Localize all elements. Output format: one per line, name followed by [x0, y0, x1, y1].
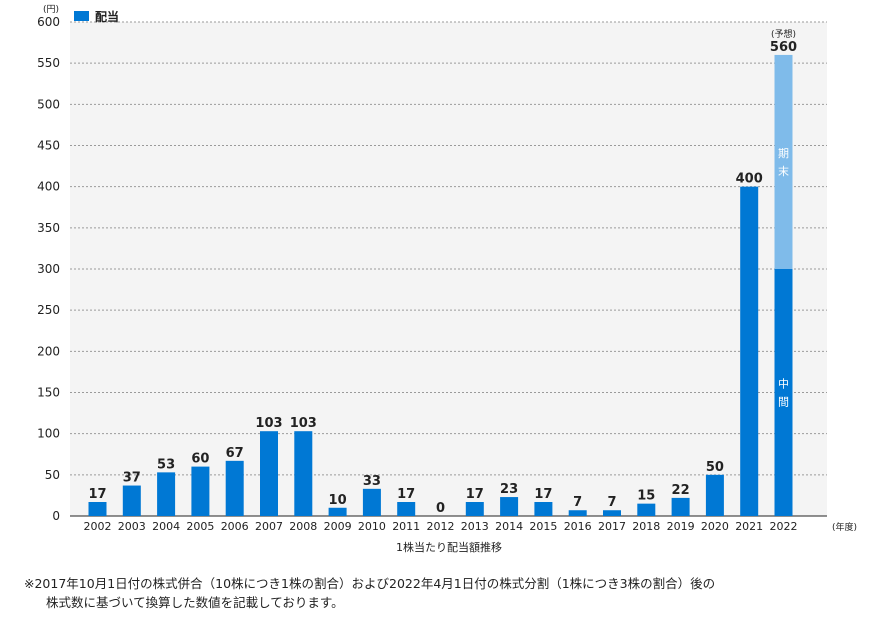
x-tick-label: 2018: [632, 520, 660, 533]
bar-value-label: 67: [226, 446, 244, 461]
bar: [637, 503, 656, 516]
y-tick-label: 0: [52, 509, 60, 523]
bar-segment-label: 期: [778, 147, 789, 160]
x-tick-label: 2016: [564, 520, 592, 533]
bar: [465, 502, 484, 516]
bar-value-label: 17: [397, 487, 415, 502]
bar: [534, 502, 553, 516]
x-tick-label: 2014: [495, 520, 523, 533]
bar-value-label: 10: [329, 493, 347, 508]
x-tick-label: 2010: [358, 520, 386, 533]
x-tick-label: 2013: [461, 520, 489, 533]
x-tick-label: 2005: [186, 520, 214, 533]
bar-value-label: 103: [255, 416, 282, 431]
bar-value-label: 560: [770, 40, 797, 55]
x-tick-label: 2019: [667, 520, 695, 533]
bar-value-label: 37: [123, 471, 141, 486]
y-unit-label: (円): [43, 4, 59, 15]
bar: [362, 488, 381, 516]
y-tick-label: 500: [37, 97, 60, 111]
bar-value-label: 17: [466, 487, 484, 502]
bar-segment-year-end: [774, 54, 793, 269]
y-tick-label: 450: [37, 139, 60, 153]
bar-value-label: 22: [672, 483, 690, 498]
bar-value-label: 400: [736, 172, 763, 187]
forecast-label: (予想): [771, 28, 796, 40]
x-unit-label: (年度): [832, 521, 857, 533]
y-tick-label: 350: [37, 221, 60, 235]
x-tick-label: 2003: [118, 520, 146, 533]
bar-segment-interim: [774, 269, 793, 516]
x-tick-label: 2020: [701, 520, 729, 533]
bar: [88, 502, 107, 516]
x-tick-label: 2011: [392, 520, 420, 533]
bar: [397, 502, 416, 516]
bar: [705, 474, 724, 516]
y-tick-label: 300: [37, 262, 60, 276]
bar: [740, 186, 759, 516]
x-tick-label: 2009: [324, 520, 352, 533]
bar-value-label: 33: [363, 474, 381, 489]
bar-segment-label: 末: [778, 164, 789, 178]
y-tick-label: 150: [37, 386, 60, 400]
bar-value-label: 0: [436, 501, 445, 516]
bar: [157, 472, 176, 516]
bar: [568, 510, 587, 516]
chart-title: 1株当たり配当額推移: [396, 540, 502, 554]
bar-value-label: 17: [534, 487, 552, 502]
legend-swatch: [74, 11, 89, 21]
x-tick-label: 2021: [735, 520, 763, 533]
y-tick-label: 250: [37, 303, 60, 317]
bar-value-label: 17: [88, 487, 106, 502]
y-tick-label: 400: [37, 180, 60, 194]
bar-segment-label: 中: [778, 378, 789, 391]
bar-value-label: 53: [157, 457, 175, 472]
bar: [260, 431, 278, 516]
bar: [671, 497, 690, 516]
x-tick-label: 2017: [598, 520, 626, 533]
bar-value-label: 50: [706, 460, 724, 475]
bar-value-label: 60: [191, 452, 209, 467]
x-tick-label: 2012: [427, 520, 455, 533]
bar: [225, 460, 244, 516]
bar: [294, 431, 313, 516]
x-tick-label: 2008: [289, 520, 317, 533]
y-tick-label: 600: [37, 15, 60, 29]
footnote-line-2: 株式数に基づいて換算した数値を記載しております。: [46, 595, 344, 610]
bar: [122, 485, 141, 516]
bar-value-label: 103: [290, 416, 317, 431]
x-tick-label: 2015: [529, 520, 557, 533]
x-tick-label: 2006: [221, 520, 249, 533]
x-tick-label: 2007: [255, 520, 283, 533]
bar: [328, 507, 347, 516]
legend-label: 配当: [95, 9, 119, 24]
y-tick-label: 200: [37, 344, 60, 358]
bar-value-label: 15: [637, 489, 655, 504]
x-tick-label: 2004: [152, 520, 180, 533]
bar-segment-label: 間: [778, 396, 789, 409]
plot-area: [70, 22, 827, 516]
bar: [603, 510, 621, 516]
bar-value-label: 7: [573, 495, 582, 510]
footnote-line-1: ※2017年10月1日付の株式併合（10株につき1株の割合）および2022年4月…: [24, 576, 716, 591]
bar-value-label: 23: [500, 482, 518, 497]
footnote: ※2017年10月1日付の株式併合（10株につき1株の割合）および2022年4月…: [24, 574, 854, 612]
x-tick-label: 2002: [84, 520, 112, 533]
y-tick-label: 50: [45, 468, 60, 482]
bar-value-label: 7: [607, 495, 616, 510]
y-tick-label: 100: [37, 427, 60, 441]
x-tick-label: 2022: [770, 520, 798, 533]
y-tick-label: 550: [37, 56, 60, 70]
bar: [191, 466, 210, 516]
bar: [500, 497, 519, 516]
